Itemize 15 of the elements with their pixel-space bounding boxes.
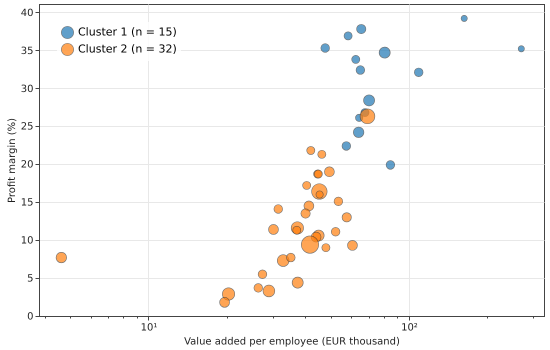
y-tick-label: 35 [20, 46, 34, 57]
x-tick-label: 10² [401, 322, 418, 334]
y-axis-title: Profit margin (%) [6, 118, 18, 204]
y-tick-label: 30 [20, 84, 34, 95]
x-axis-title: Value added per employee (EUR thousand) [184, 336, 400, 348]
y-tick-label: 10 [20, 236, 34, 247]
legend-label: Cluster 1 (n = 15) [78, 26, 177, 38]
y-tick-label: 25 [20, 122, 34, 133]
y-tick-label: 20 [20, 160, 34, 171]
y-tick-label: 5 [27, 274, 34, 285]
legend-label: Cluster 2 (n = 32) [78, 42, 177, 56]
y-tick-label: 40 [20, 8, 34, 19]
y-tick-label: 15 [20, 198, 34, 209]
x-tick-label: 10¹ [140, 322, 158, 334]
y-tick-label: 0 [27, 312, 34, 322]
